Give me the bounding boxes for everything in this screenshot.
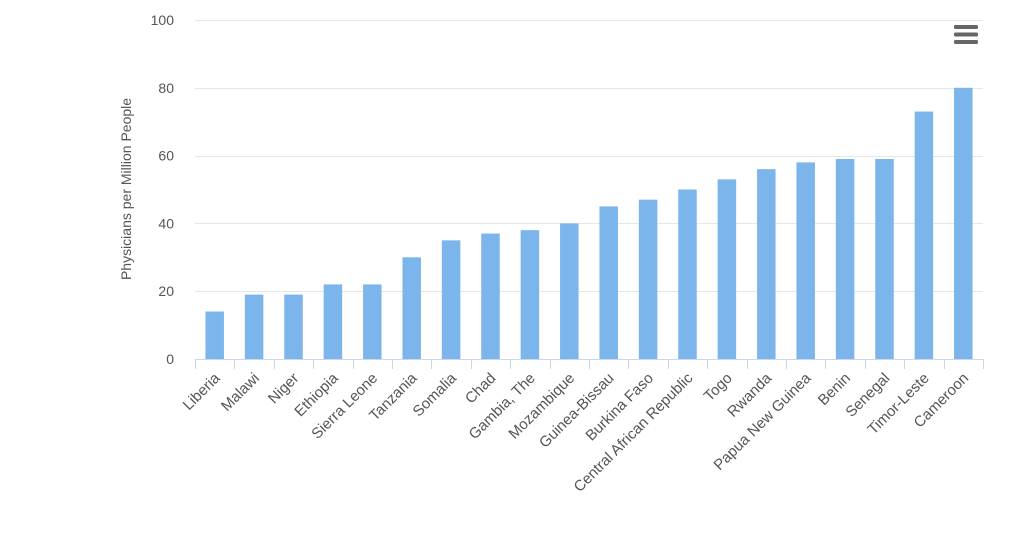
y-axis-ticks: 0 20 40 60 80 100 — [151, 12, 175, 367]
y-axis-title: Physicians per Million People — [118, 98, 134, 280]
bar[interactable] — [481, 233, 500, 359]
bar[interactable] — [875, 158, 894, 359]
bar[interactable] — [757, 169, 776, 359]
y-tick-label: 80 — [158, 80, 174, 96]
x-tick-label: Somalia — [410, 369, 461, 420]
y-tick-label: 100 — [151, 12, 175, 28]
x-tick-label: Togo — [701, 370, 736, 405]
bar[interactable] — [717, 179, 737, 359]
x-axis — [195, 359, 984, 369]
bar[interactable] — [284, 294, 303, 359]
bar[interactable] — [205, 311, 224, 359]
bar[interactable] — [678, 189, 697, 360]
bar[interactable] — [914, 111, 934, 359]
bar[interactable] — [599, 206, 618, 359]
bar[interactable] — [638, 199, 658, 359]
bar[interactable] — [835, 158, 855, 359]
bar[interactable] — [244, 294, 264, 359]
grid-lines — [195, 20, 983, 292]
bars — [205, 87, 973, 360]
hamburger-menu-icon[interactable] — [954, 25, 978, 44]
y-tick-label: 40 — [158, 215, 174, 231]
y-tick-label: 20 — [158, 283, 174, 299]
bar[interactable] — [796, 162, 815, 359]
bar[interactable] — [402, 257, 421, 359]
bar[interactable] — [954, 87, 973, 360]
bar[interactable] — [441, 240, 461, 359]
bar[interactable] — [323, 284, 343, 359]
x-tick-label: Malawi — [218, 370, 263, 415]
bar[interactable] — [363, 284, 382, 359]
y-tick-label: 0 — [166, 351, 174, 367]
x-tick-label: Liberia — [180, 369, 224, 413]
bar[interactable] — [560, 223, 579, 359]
bar[interactable] — [520, 230, 540, 359]
y-tick-label: 60 — [158, 148, 174, 164]
